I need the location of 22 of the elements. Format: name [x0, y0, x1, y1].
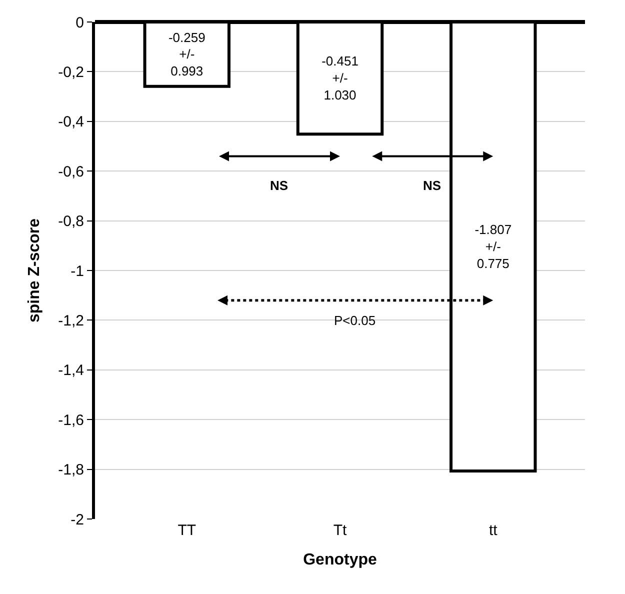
- y-tick-label: -1,2: [58, 312, 84, 330]
- y-tick-label: -1,4: [58, 362, 84, 380]
- y-tick-label: -1,6: [58, 412, 84, 429]
- y-tick-label: -1,8: [58, 462, 84, 479]
- annotation: P<0.05: [334, 313, 376, 328]
- text: -0.451 +/- 1.030: [322, 54, 358, 102]
- y-tick-label: -0,2: [58, 64, 84, 81]
- x-tick-label: tt: [488, 522, 498, 539]
- annotation: NS: [423, 178, 442, 193]
- y-tick-label: -2: [70, 511, 84, 528]
- text: -1.807 +/- 0.775: [474, 222, 512, 271]
- y-axis-title: spine Z-score: [26, 218, 44, 323]
- y-tick-label: -0,8: [58, 213, 84, 230]
- y-tick-label: -0,6: [58, 163, 84, 180]
- annotation: NS: [270, 178, 288, 193]
- y-tick-label: 0: [76, 14, 84, 32]
- x-axis-title: Genotype: [303, 552, 377, 569]
- x-tick-label: Tt: [333, 522, 348, 539]
- text: -0.259 +/- 0.993: [168, 30, 206, 79]
- y-tick-label: -0,4: [58, 114, 84, 131]
- y-tick-label: -1: [70, 262, 84, 280]
- x-tick-label: TT: [178, 522, 196, 539]
